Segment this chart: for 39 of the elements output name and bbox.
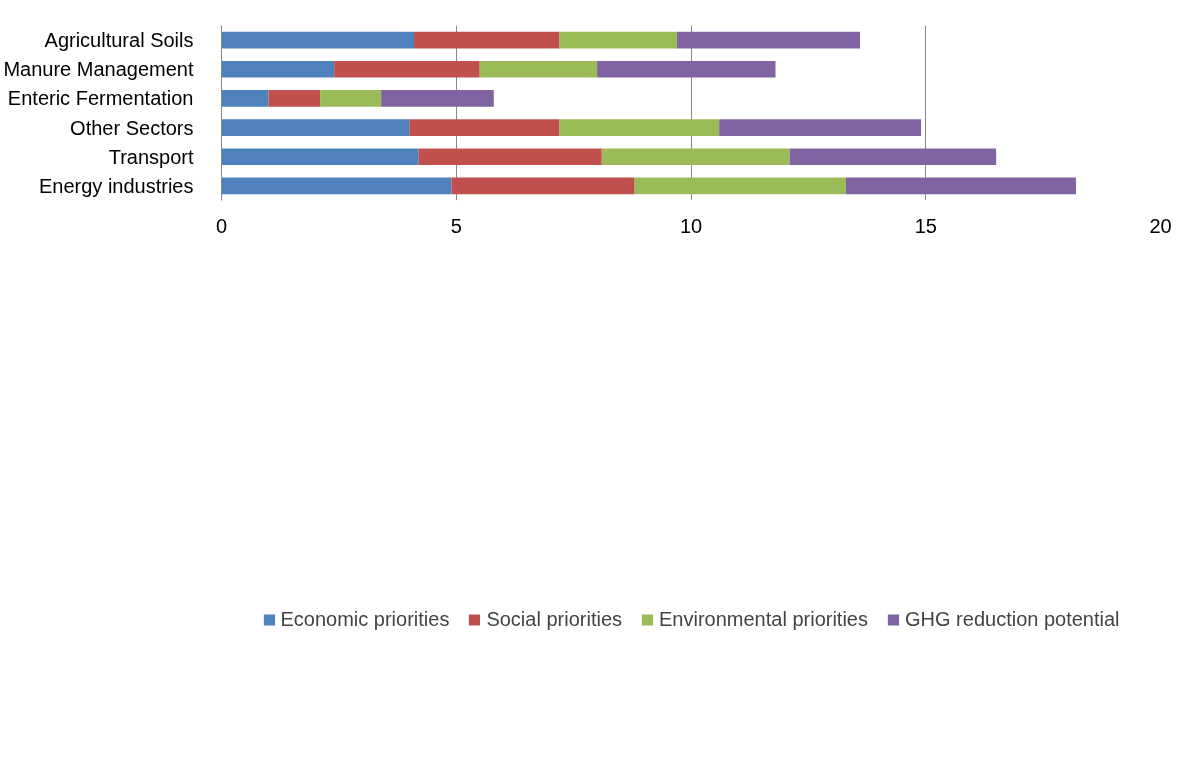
bar xyxy=(221,119,410,136)
legend-label: Economic priorities xyxy=(280,607,450,631)
bar xyxy=(597,60,776,78)
legend-label: Environmental priorities xyxy=(659,607,868,631)
bar xyxy=(221,60,335,78)
bar xyxy=(479,60,598,78)
bar xyxy=(634,177,846,195)
x-tick-label: 20 xyxy=(1149,214,1172,237)
bar xyxy=(451,177,635,195)
bar xyxy=(418,148,602,166)
bar xyxy=(676,31,861,49)
x-tick-label: 5 xyxy=(450,214,462,237)
x-tick-label: 15 xyxy=(914,214,937,237)
bar xyxy=(221,177,452,195)
bar xyxy=(413,31,560,49)
bar xyxy=(719,119,922,136)
bar xyxy=(409,119,560,136)
bar xyxy=(601,148,790,166)
x-tick-label: 0 xyxy=(215,214,228,237)
x-tick-label: 10 xyxy=(679,214,703,237)
y-tick-label: Other Sectors xyxy=(70,116,194,139)
bar xyxy=(381,90,494,107)
bar xyxy=(559,119,720,136)
y-tick-label: Energy industries xyxy=(38,174,194,197)
bar xyxy=(789,148,997,166)
bar xyxy=(559,31,677,49)
y-tick-label: Enteric Fermentation xyxy=(7,87,194,110)
bar xyxy=(845,177,1076,195)
legend-label: GHG reduction potential xyxy=(904,607,1120,631)
y-tick-label: Manure Management xyxy=(3,58,194,81)
bar xyxy=(221,90,269,107)
bar xyxy=(320,90,382,107)
y-tick-label: Transport xyxy=(108,145,194,168)
bar xyxy=(268,90,321,107)
bar xyxy=(334,60,480,78)
bar xyxy=(221,148,419,166)
y-tick-label: Agricultural Soils xyxy=(44,29,194,52)
bar xyxy=(221,31,414,49)
legend-label: Social priorities xyxy=(486,607,623,631)
